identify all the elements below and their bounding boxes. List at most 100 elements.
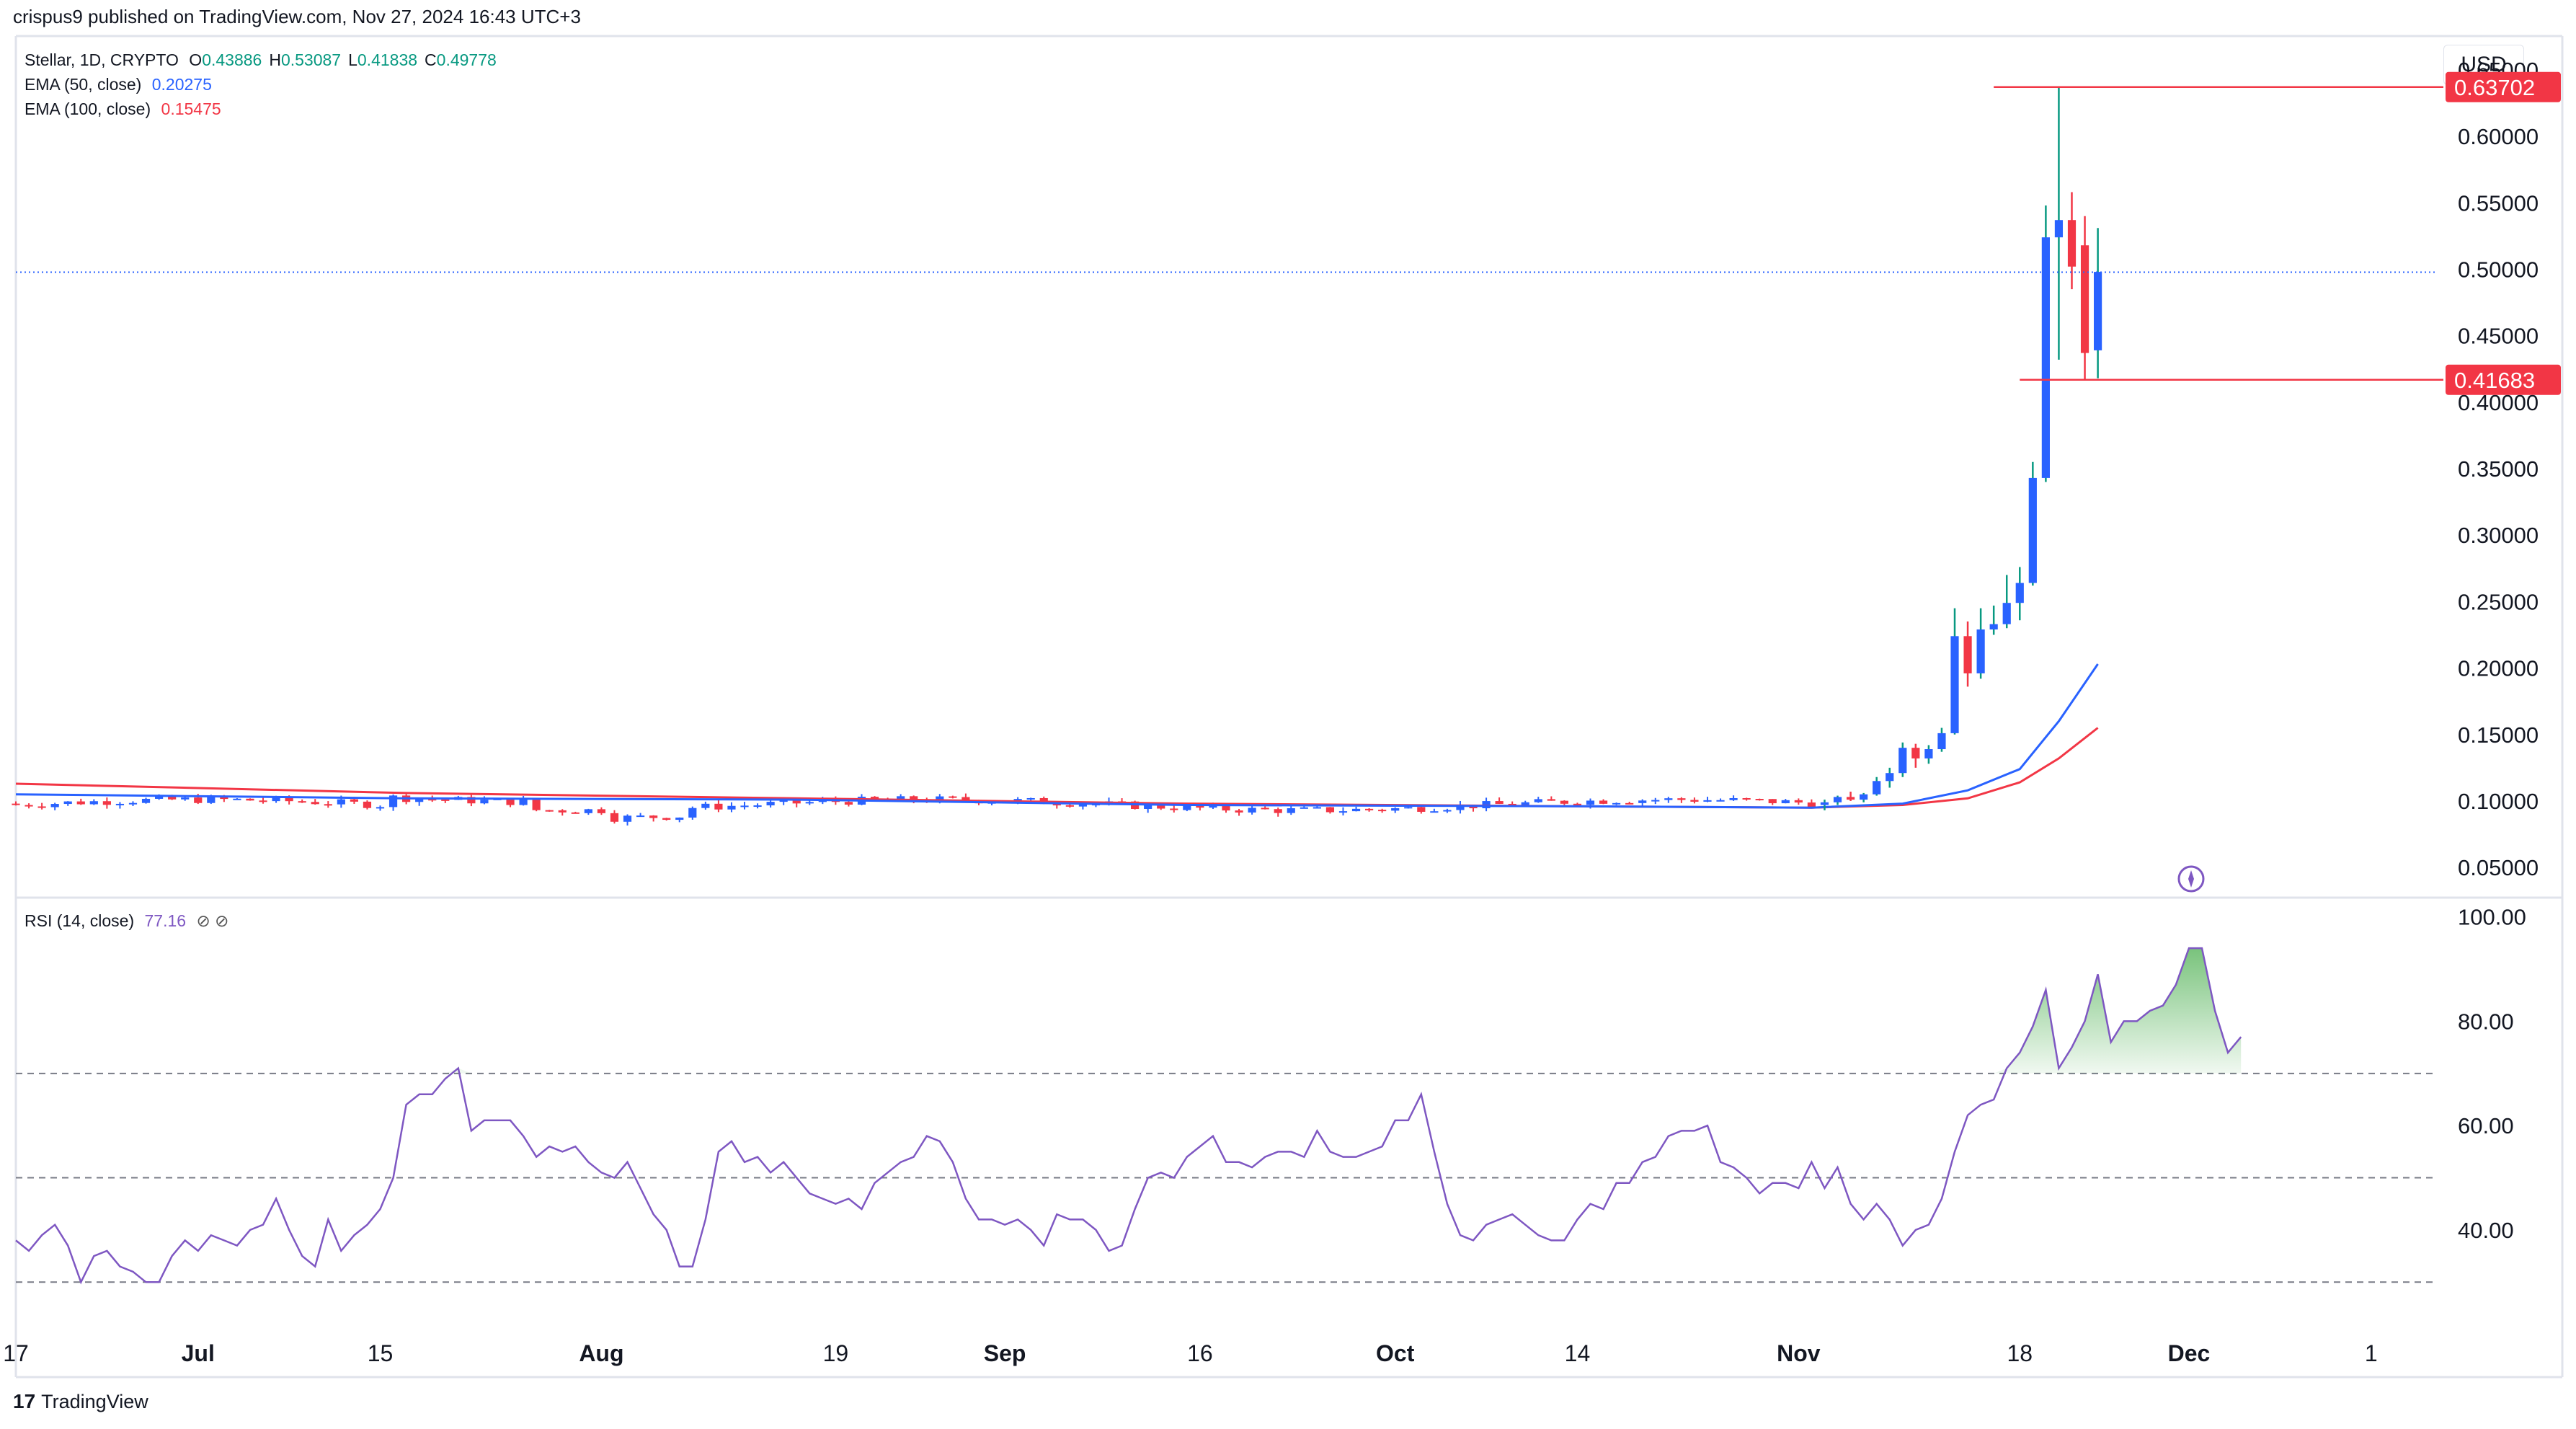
candle-body (545, 810, 554, 812)
candle-body (272, 797, 280, 802)
time-tick-label: 19 (823, 1340, 849, 1366)
ema100-value: 0.15475 (161, 99, 221, 118)
price-badge-label: 0.63702 (2454, 75, 2535, 100)
candle-body (1599, 800, 1608, 804)
candle-body (936, 796, 944, 802)
candle-body (584, 809, 592, 813)
time-tick-label: Dec (2168, 1340, 2211, 1366)
ohlc-value-H: 0.53087 (280, 50, 342, 69)
candle-body (1026, 797, 1035, 800)
candle-body (128, 802, 138, 805)
candle-body (1573, 803, 1582, 805)
price-tick-label: 0.10000 (2458, 789, 2539, 814)
ohlc-value-L: 0.41838 (357, 50, 418, 69)
rsi-tick-label: 40.00 (2458, 1218, 2514, 1243)
candle-body (1807, 802, 1816, 808)
candle-body (1338, 811, 1348, 813)
candle-body (2067, 220, 2077, 267)
candle-body (12, 803, 20, 805)
scroll-to-realtime-icon[interactable] (2177, 865, 2205, 893)
candle-body (337, 799, 345, 805)
tradingview-logo[interactable]: 17 TradingView (13, 1390, 148, 1413)
candle-body (480, 800, 489, 804)
price-tick-label: 0.55000 (2458, 190, 2539, 216)
candle-body (1170, 808, 1178, 810)
candle-body (1391, 808, 1400, 811)
tradingview-brand: TradingView (41, 1390, 148, 1412)
candle-body (1287, 808, 1295, 813)
candle-body (1404, 807, 1413, 809)
candle-body (1898, 748, 1907, 774)
price-badge (2446, 364, 2561, 395)
rsi-pane: 100.00 80.00 60.00 40.00 (15, 905, 2526, 1285)
candle-body (2002, 603, 2011, 624)
candle-body (50, 804, 59, 808)
candle-body (1248, 808, 1256, 813)
candle-body (441, 799, 450, 801)
candle-body (1325, 807, 1335, 813)
candle-body (701, 803, 710, 808)
candle-body (910, 796, 918, 801)
rsi-visibility-icons[interactable]: ⊘ ⊘ (196, 911, 229, 930)
candle-body (141, 798, 151, 803)
candle-body (1235, 810, 1243, 813)
candle-body (571, 812, 579, 814)
candle-body (1534, 799, 1542, 802)
candle-body (779, 800, 788, 802)
candle-body (649, 815, 658, 818)
icon-ring (2177, 865, 2205, 893)
ema50-legend[interactable]: EMA (50, close) 0.20275 (25, 75, 218, 94)
candle-body (1820, 802, 1829, 805)
price-tick-label: 0.60000 (2458, 124, 2539, 149)
candle-body (961, 797, 970, 801)
price-badge-label: 0.41683 (2454, 368, 2535, 393)
candle-body (1950, 636, 1959, 733)
candle-body (181, 797, 190, 800)
candle-body (1209, 805, 1217, 808)
candle-body (1521, 802, 1529, 806)
candle-body (2080, 245, 2089, 353)
candle-body (246, 798, 254, 801)
candle-body (1612, 802, 1621, 805)
ohlc-values: O0.43886 H0.53087 L0.41838 C0.49778 (189, 50, 504, 69)
candle-body (467, 797, 476, 804)
tradingview-logo-icon: 17 (13, 1390, 36, 1412)
candle-body (1157, 804, 1165, 809)
candle-body (1873, 781, 1881, 795)
time-tick-label: 15 (368, 1340, 394, 1366)
candles-recent (1820, 87, 2102, 810)
rsi-legend[interactable]: RSI (14, close) 77.16 ⊘ ⊘ (25, 911, 234, 931)
ema100-legend[interactable]: EMA (100, close) 0.15475 (25, 99, 227, 119)
candle-body (1078, 804, 1088, 807)
symbol-name: Stellar, 1D, CRYPTO (25, 50, 179, 69)
candle-body (1443, 810, 1452, 812)
candle-body (415, 799, 424, 802)
candle-body (1794, 800, 1803, 803)
candle-body (1560, 800, 1568, 804)
ema-lines (15, 663, 2099, 809)
candle-body (1274, 809, 1282, 813)
candle-body (1313, 807, 1321, 809)
candle-body (1664, 798, 1673, 800)
price-tick-label: 0.45000 (2458, 324, 2539, 349)
time-tick-label: Nov (1777, 1340, 1821, 1366)
time-tick-label: Jul (182, 1340, 215, 1366)
icon-needle (2188, 870, 2194, 888)
candle-body (298, 801, 306, 803)
time-tick-label: 18 (2007, 1340, 2033, 1366)
symbol-legend: Stellar, 1D, CRYPTO O0.43886 H0.53087 L0.4… (25, 50, 510, 70)
candle-body (220, 796, 228, 800)
price-axis: 0.650000.600000.550000.500000.450000.400… (2177, 58, 2561, 893)
time-axis: 17 Jul 15 Aug 19 Sep 16 Oct 14 Nov 18 Dec 1 (3, 1340, 2377, 1366)
candle-body (63, 801, 72, 805)
ema50-label: EMA (50, close) (25, 75, 142, 94)
candle-body (1937, 733, 1946, 750)
candle-body (1222, 805, 1230, 811)
candle-body (1495, 801, 1504, 804)
candle-body (1183, 805, 1191, 810)
candle-body (897, 796, 905, 800)
candle-body (1768, 799, 1777, 804)
candle-body (2094, 272, 2102, 350)
ohlc-label-L: L (348, 50, 357, 69)
